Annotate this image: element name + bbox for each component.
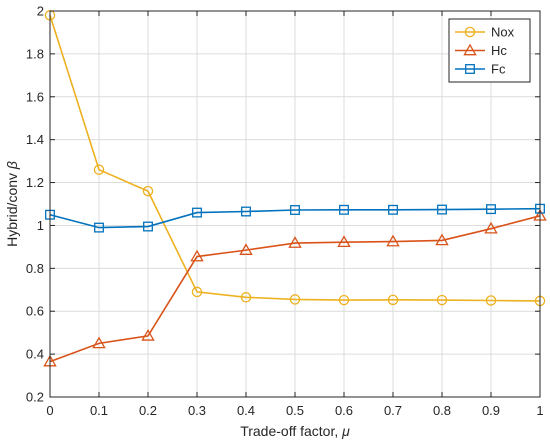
- data-point-fc: [143, 221, 153, 232]
- y-tick-label: 0.8: [26, 261, 44, 276]
- y-tick-label: 0.2: [26, 390, 44, 405]
- legend-marker: [465, 64, 475, 74]
- y-tick-label: 1.8: [26, 46, 44, 61]
- y-tick-label: 1.4: [26, 132, 44, 147]
- data-point-fc: [94, 222, 104, 233]
- data-point-nox: [289, 294, 301, 305]
- data-point-hc: [190, 249, 204, 262]
- x-tick-label: 0.6: [335, 403, 353, 418]
- legend-item-hc: Hc: [455, 43, 507, 58]
- y-tick-label: 1: [37, 218, 44, 233]
- x-tick-label: 0.2: [139, 403, 157, 418]
- data-point-hc: [386, 234, 400, 247]
- x-tick-label: 0: [46, 403, 53, 418]
- legend: Nox Hc Fc: [448, 18, 531, 83]
- y-tick-label: 0.6: [26, 304, 44, 319]
- y-tick-label: 1.6: [26, 89, 44, 104]
- x-tick-label: 0.5: [286, 403, 304, 418]
- series-fc: [45, 203, 545, 233]
- data-point-hc: [239, 243, 253, 255]
- legend-item-fc: Fc: [455, 62, 506, 77]
- x-tick-label: 0.1: [90, 403, 108, 418]
- data-point-hc: [435, 233, 449, 246]
- data-point-fc: [192, 207, 202, 218]
- legend-label: Nox: [491, 25, 515, 40]
- legend-marker: [463, 43, 477, 56]
- data-point-hc: [288, 236, 302, 248]
- data-point-nox: [240, 292, 252, 303]
- x-axis-title: Trade-off factor, μ: [240, 423, 350, 439]
- y-tick-label: 0.4: [26, 347, 44, 362]
- legend-item-nox: Nox: [455, 25, 515, 40]
- legend-label: Hc: [491, 43, 507, 58]
- data-point-fc: [388, 204, 398, 215]
- data-point-fc: [290, 205, 300, 215]
- plot-frame: [49, 10, 541, 398]
- x-tick-label: 1: [536, 403, 543, 418]
- data-point-nox: [142, 185, 154, 197]
- series-line-hc: [49, 215, 541, 363]
- x-tick-label: 0.9: [482, 403, 500, 418]
- data-point-nox: [387, 294, 399, 306]
- data-point-hc: [484, 221, 498, 234]
- data-point-nox: [338, 294, 350, 306]
- y-axis-title: Hybrid/conv β: [4, 161, 20, 247]
- series-hc: [43, 208, 547, 367]
- data-point-fc: [486, 204, 496, 215]
- data-point-hc: [337, 235, 351, 248]
- data-point-nox: [191, 286, 203, 298]
- series-line-fc: [49, 207, 541, 229]
- data-point-hc: [92, 336, 106, 349]
- data-point-fc: [241, 206, 251, 217]
- series-line-nox: [49, 15, 541, 302]
- y-axis-symbol: β: [4, 161, 20, 170]
- legend-label: Fc: [491, 62, 506, 77]
- data-point-hc: [141, 328, 155, 341]
- x-axis-symbol: μ: [341, 423, 350, 439]
- y-tick-label: 2: [37, 4, 44, 19]
- series-lines: [43, 10, 547, 367]
- x-tick-label: 0.8: [433, 403, 451, 418]
- x-tick-label: 0.3: [188, 403, 206, 418]
- data-point-fc: [339, 204, 349, 215]
- data-point-nox: [485, 295, 497, 306]
- x-tick-label: 0.7: [384, 403, 402, 418]
- y-tick-label: 1.2: [26, 175, 44, 190]
- data-point-nox: [93, 164, 105, 175]
- legend-marker: [464, 26, 476, 38]
- data-point-fc: [437, 204, 447, 215]
- x-tick-label: 0.4: [237, 403, 255, 418]
- data-point-nox: [436, 294, 448, 306]
